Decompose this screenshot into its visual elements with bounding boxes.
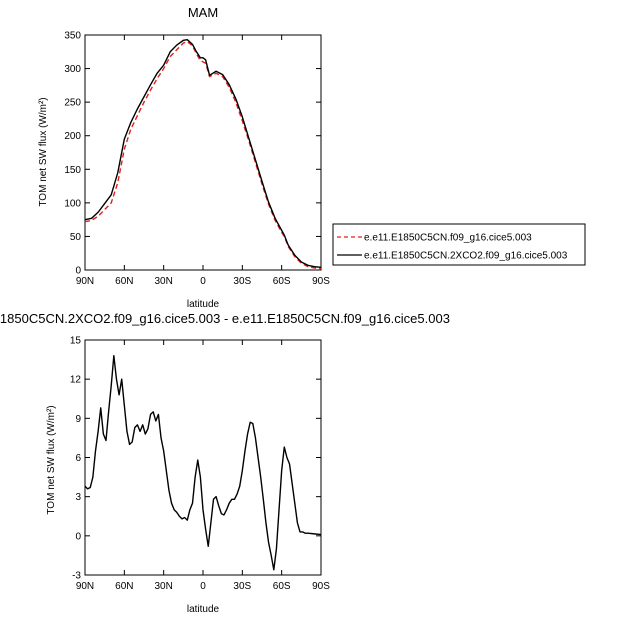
legend-label-control: e.e11.E1850C5CN.f09_g16.cice5.003	[364, 233, 532, 244]
x-tick-label: 60N	[115, 276, 133, 287]
y-tick-label: 9	[75, 414, 81, 425]
y-tick-label: 50	[70, 232, 82, 243]
series-lines	[84, 39, 322, 270]
x-tick-label: 0	[200, 276, 206, 287]
x-tick-label: 60S	[273, 581, 291, 592]
x-axis-label: latitude	[187, 299, 220, 310]
x-tick-label: 90S	[312, 581, 330, 592]
x-tick-label: 30N	[154, 276, 172, 287]
legend-box	[332, 223, 586, 266]
series-line-0	[84, 41, 322, 270]
axis-ticks	[84, 34, 322, 271]
x-tick-label: 30N	[154, 581, 172, 592]
x-tick-label: 0	[200, 581, 206, 592]
y-tick-label: 12	[70, 375, 82, 386]
legend-label-2xco2: e.e11.E1850C5CN.2XCO2.f09_g16.cice5.003	[364, 251, 568, 262]
x-tick-label: 90S	[312, 276, 330, 287]
x-tick-label: 60S	[273, 276, 291, 287]
y-tick-label: -3	[72, 571, 81, 582]
x-tick-label: 90N	[76, 276, 94, 287]
series-line-1	[84, 39, 322, 269]
legend: e.e11.E1850C5CN.f09_g16.cice5.003 e.e11.…	[332, 223, 586, 266]
y-tick-label: 300	[64, 64, 81, 75]
y-axis-label: TOM net SW flux (W/m²)	[46, 405, 57, 514]
chart-bottom: e.e11.E1850C5CN.2XCO2.f09_g16.cice5.003 …	[0, 311, 450, 615]
plot-frame	[84, 34, 322, 271]
y-tick-label: 0	[75, 531, 81, 542]
y-tick-label: 350	[64, 31, 81, 42]
x-tick-label: 30S	[233, 276, 251, 287]
plot-frame	[84, 339, 322, 576]
x-tick-label: 90N	[76, 581, 94, 592]
y-tick-label: 15	[70, 336, 82, 347]
x-axis-label: latitude	[187, 604, 220, 615]
tick-labels: 90N 60N 30N 0 30S 60S 90S -3 0 3 6 9 12 15	[70, 336, 330, 593]
series-line-0	[84, 354, 322, 571]
tick-labels: 90N 60N 30N 0 30S 60S 90S 0 50 100 150 200 250 300 350	[64, 31, 330, 288]
chart-top: 90N 60N 30N 0 30S 60S 90S 0 50 100 150 200 250 300 350…	[38, 31, 330, 311]
y-tick-label: 6	[75, 453, 81, 464]
y-tick-label: 3	[75, 492, 81, 503]
y-tick-label: 150	[64, 165, 81, 176]
y-tick-label: 200	[64, 131, 81, 142]
y-axis-label: TOM net SW flux (W/m²)	[38, 97, 49, 206]
x-tick-label: 30S	[233, 581, 251, 592]
y-tick-label: 250	[64, 98, 81, 109]
axis-ticks	[84, 339, 322, 576]
series-lines	[84, 354, 322, 571]
x-tick-label: 60N	[115, 581, 133, 592]
y-tick-label: 0	[75, 266, 81, 277]
y-tick-label: 100	[64, 198, 81, 209]
chart-bottom-title: e.e11.E1850C5CN.2XCO2.f09_g16.cice5.003 …	[0, 311, 450, 326]
figure-title: MAM	[188, 5, 218, 20]
